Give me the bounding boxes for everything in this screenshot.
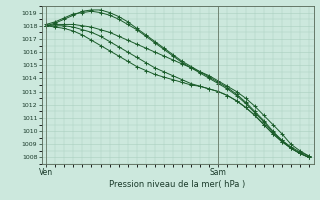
X-axis label: Pression niveau de la mer( hPa ): Pression niveau de la mer( hPa )	[109, 180, 246, 189]
